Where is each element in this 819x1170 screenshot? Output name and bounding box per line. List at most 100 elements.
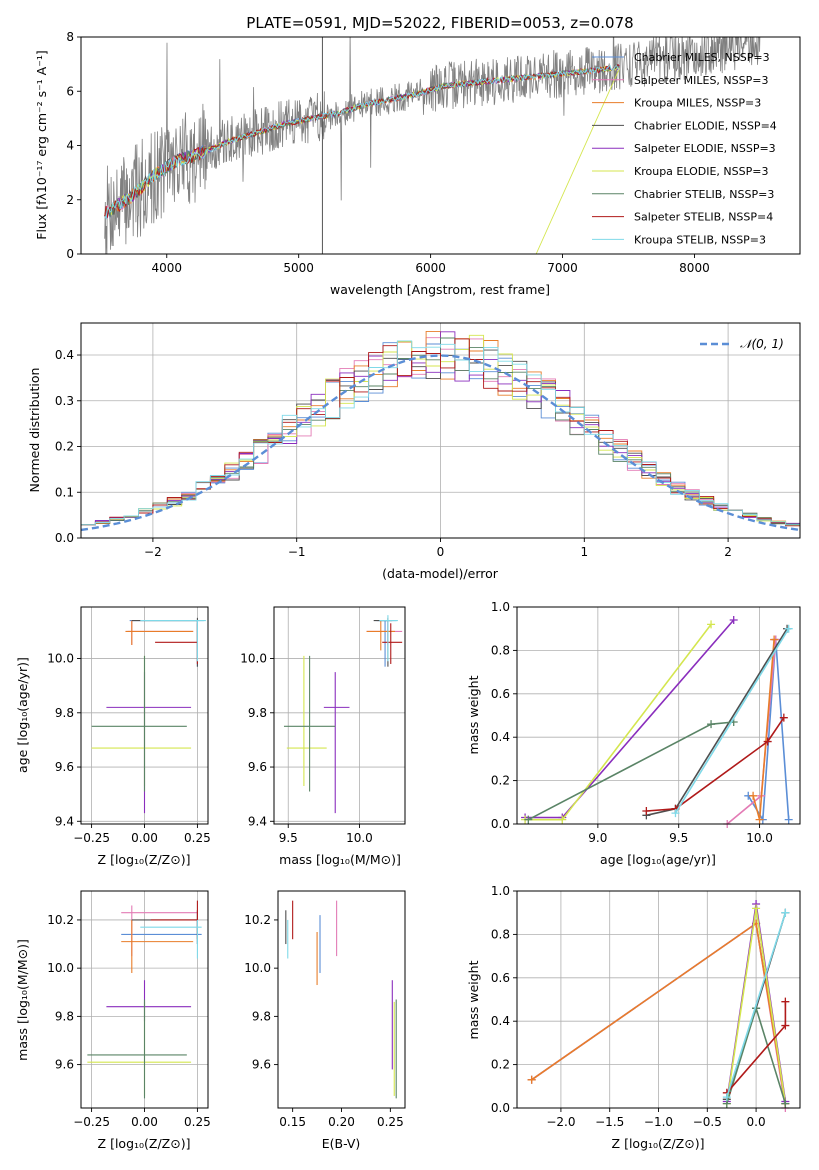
mass-weight-marker (784, 815, 793, 824)
weight-vs-age-xtick-label: 10.0 (746, 831, 773, 845)
weight-vs-Z-ytick-label: 0.2 (491, 1058, 510, 1072)
weight-vs-Z-series (527, 900, 790, 1112)
weight-vs-age-ytick-label: 0.4 (491, 730, 510, 744)
residuals-xlabel: (data-model)/error (382, 566, 499, 581)
weight-vs-age-ytick-label: 0.0 (491, 817, 510, 831)
mass-vs-Z-xtick-label: 0.00 (131, 1115, 158, 1129)
mass-weight-line (646, 717, 785, 812)
mass-weight-marker (784, 624, 793, 633)
spectrum-title: PLATE=0591, MJD=52022, FIBERID=0053, z=0… (246, 14, 633, 32)
legend-entry-label: Salpeter STELIB, NSSP=4 (634, 211, 773, 224)
spectrum-ytick-label: 8 (66, 30, 74, 44)
mass-vs-ebv-ytick-label: 10.0 (244, 961, 271, 975)
weight-vs-Z-ytick-label: 0.0 (491, 1101, 510, 1115)
age-vs-mass-ytick-label: 9.8 (248, 706, 267, 720)
weight-vs-Z-xtick-label: −2.0 (546, 1115, 575, 1129)
weight-vs-Z-xlabel: Z [log₁₀(Z/Z⊙)] (612, 1136, 705, 1151)
model-spectrum-line (104, 64, 620, 217)
residuals-series-layer (81, 330, 800, 532)
residual-histogram-step (81, 338, 800, 527)
age-vs-Z-xtick-label: −0.25 (73, 831, 110, 845)
mass-vs-Z-ylabel: mass [log₁₀(M/M⊙)] (15, 939, 30, 1061)
weight-vs-age-xlabel: age [log₁₀(age/yr)] (600, 852, 716, 867)
mass-weight-marker (779, 713, 788, 722)
weight-vs-Z-panel: −2.0 −1.5 −1.0 −0.5 0.0 0.0 0.2 0.4 0.6 0.8 1.0 Z … (466, 884, 801, 1151)
age-vs-mass-ticks: 9.5 10.0 9.4 9.6 9.8 10.0 (240, 652, 373, 845)
residuals-ytick-label: 0.0 (55, 531, 74, 545)
residuals-ylabel: Normed distribution (27, 368, 42, 493)
weight-vs-age-frame (516, 606, 801, 825)
weight-vs-Z-xtick-label: −1.5 (595, 1115, 624, 1129)
legend-entry-label: Kroupa STELIB, NSSP=3 (634, 233, 766, 246)
mass-vs-Z-ytick-label: 9.8 (55, 1009, 74, 1023)
weight-vs-Z-ticks: −2.0 −1.5 −1.0 −0.5 0.0 0.0 0.2 0.4 0.6 0.8 1.0 (491, 884, 766, 1129)
mass-vs-ebv-ytick-label: 9.8 (252, 1009, 271, 1023)
residuals-xtick-label: 1 (580, 545, 588, 559)
mass-weight-marker (755, 815, 764, 824)
mass-vs-Z-ytick-label: 9.6 (55, 1058, 74, 1072)
spectrum-series-layer (104, 37, 761, 254)
spectrum-legend: Chabrier MILES, NSSP=3 Salpeter MILES, NS… (592, 51, 777, 246)
legend-entry-label: Salpeter MILES, NSSP=3 (634, 74, 768, 87)
mass-vs-Z-ticks: −0.25 0.00 0.25 9.6 9.8 10.0 10.2 (47, 913, 210, 1129)
mass-weight-line (525, 619, 735, 819)
age-vs-Z-ylabel: age [log₁₀(age/yr)] (15, 657, 30, 773)
observed-spectrum-line (104, 37, 761, 254)
model-spectrum-line (104, 64, 620, 217)
mass-vs-Z-errorbars (87, 900, 202, 1099)
spectrum-xtick-label: 8000 (679, 261, 710, 275)
mass-vs-ebv-ytick-label: 9.6 (252, 1058, 271, 1072)
spectrum-xlabel: wavelength [Angstrom, rest frame] (330, 282, 550, 297)
weight-vs-age-panel: 9.0 9.5 10.0 0.0 0.2 0.4 0.6 0.8 1.0 age [log₁₀(… (466, 600, 801, 867)
weight-vs-Z-ytick-label: 0.8 (491, 927, 510, 941)
mass-weight-marker (752, 904, 761, 913)
residuals-ytick-label: 0.1 (55, 485, 74, 499)
age-vs-Z-ytick-label: 9.8 (55, 706, 74, 720)
spectrum-ytick-label: 4 (66, 139, 74, 153)
weight-vs-age-ytick-label: 0.8 (491, 643, 510, 657)
model-spectrum-line (104, 64, 620, 219)
mass-weight-line (646, 628, 788, 817)
spectrum-xtick-label: 7000 (547, 261, 578, 275)
mass-weight-line (726, 912, 787, 1098)
mass-weight-line (527, 721, 734, 821)
weight-vs-Z-xtick-label: 0.0 (747, 1115, 766, 1129)
mass-vs-Z-xlabel: Z [log₁₀(Z/Z⊙)] (98, 1136, 191, 1151)
age-vs-Z-ytick-label: 9.4 (55, 814, 74, 828)
mass-weight-marker (781, 908, 790, 917)
spectrum-ytick-label: 2 (66, 193, 74, 207)
spectrum-ylabel: Flux [fλ10⁻¹⁷ erg cm⁻² s⁻¹ A⁻¹] (34, 50, 49, 239)
mass-weight-marker (729, 616, 738, 625)
legend-entry-label: Chabrier STELIB, NSSP=3 (634, 188, 774, 201)
normal-curve (81, 354, 800, 532)
age-vs-mass-grid (274, 607, 405, 824)
age-vs-Z-ytick-label: 10.0 (47, 652, 74, 666)
mass-vs-ebv-xtick-label: 0.25 (377, 1115, 404, 1129)
model-spectrum-line (104, 65, 620, 217)
mass-weight-marker (722, 1093, 731, 1102)
age-vs-Z-errorbars (91, 617, 206, 814)
weight-vs-age-grid (517, 606, 800, 825)
residuals-ytick-label: 0.2 (55, 440, 74, 454)
age-vs-mass-frame (273, 606, 406, 825)
weight-vs-Z-ytick-label: 1.0 (491, 884, 510, 898)
mass-vs-ebv-errorbars (285, 900, 397, 1099)
residuals-xtick-label: −1 (288, 545, 306, 559)
residuals-xtick-label: −2 (144, 545, 162, 559)
mass-vs-ebv-xlabel: E(B-V) (322, 1136, 361, 1151)
weight-vs-age-ytick-label: 0.2 (491, 774, 510, 788)
spectrum-xtick-label: 6000 (415, 261, 446, 275)
weight-vs-Z-ytick-label: 0.4 (491, 1014, 510, 1028)
weight-vs-age-xtick-label: 9.5 (669, 831, 688, 845)
legend-entry-label: Kroupa ELODIE, NSSP=3 (634, 165, 768, 178)
weight-vs-age-ticks: 9.0 9.5 10.0 0.0 0.2 0.4 0.6 0.8 1.0 (491, 600, 773, 845)
residual-histogram-step (81, 340, 800, 526)
weight-vs-Z-ytick-label: 0.6 (491, 971, 510, 985)
mass-vs-ebv-xtick-label: 0.15 (279, 1115, 306, 1129)
age-vs-Z-panel: −0.25 0.00 0.25 9.4 9.6 9.8 10.0 Z [log₁₀(Z/Z⊙… (15, 606, 211, 867)
mass-weight-line (525, 623, 712, 821)
mass-vs-Z-ytick-label: 10.2 (47, 913, 74, 927)
age-vs-mass-xlabel: mass [log₁₀(M/M⊙)] (279, 852, 401, 867)
spectrum-ytick-label: 0 (66, 247, 74, 261)
